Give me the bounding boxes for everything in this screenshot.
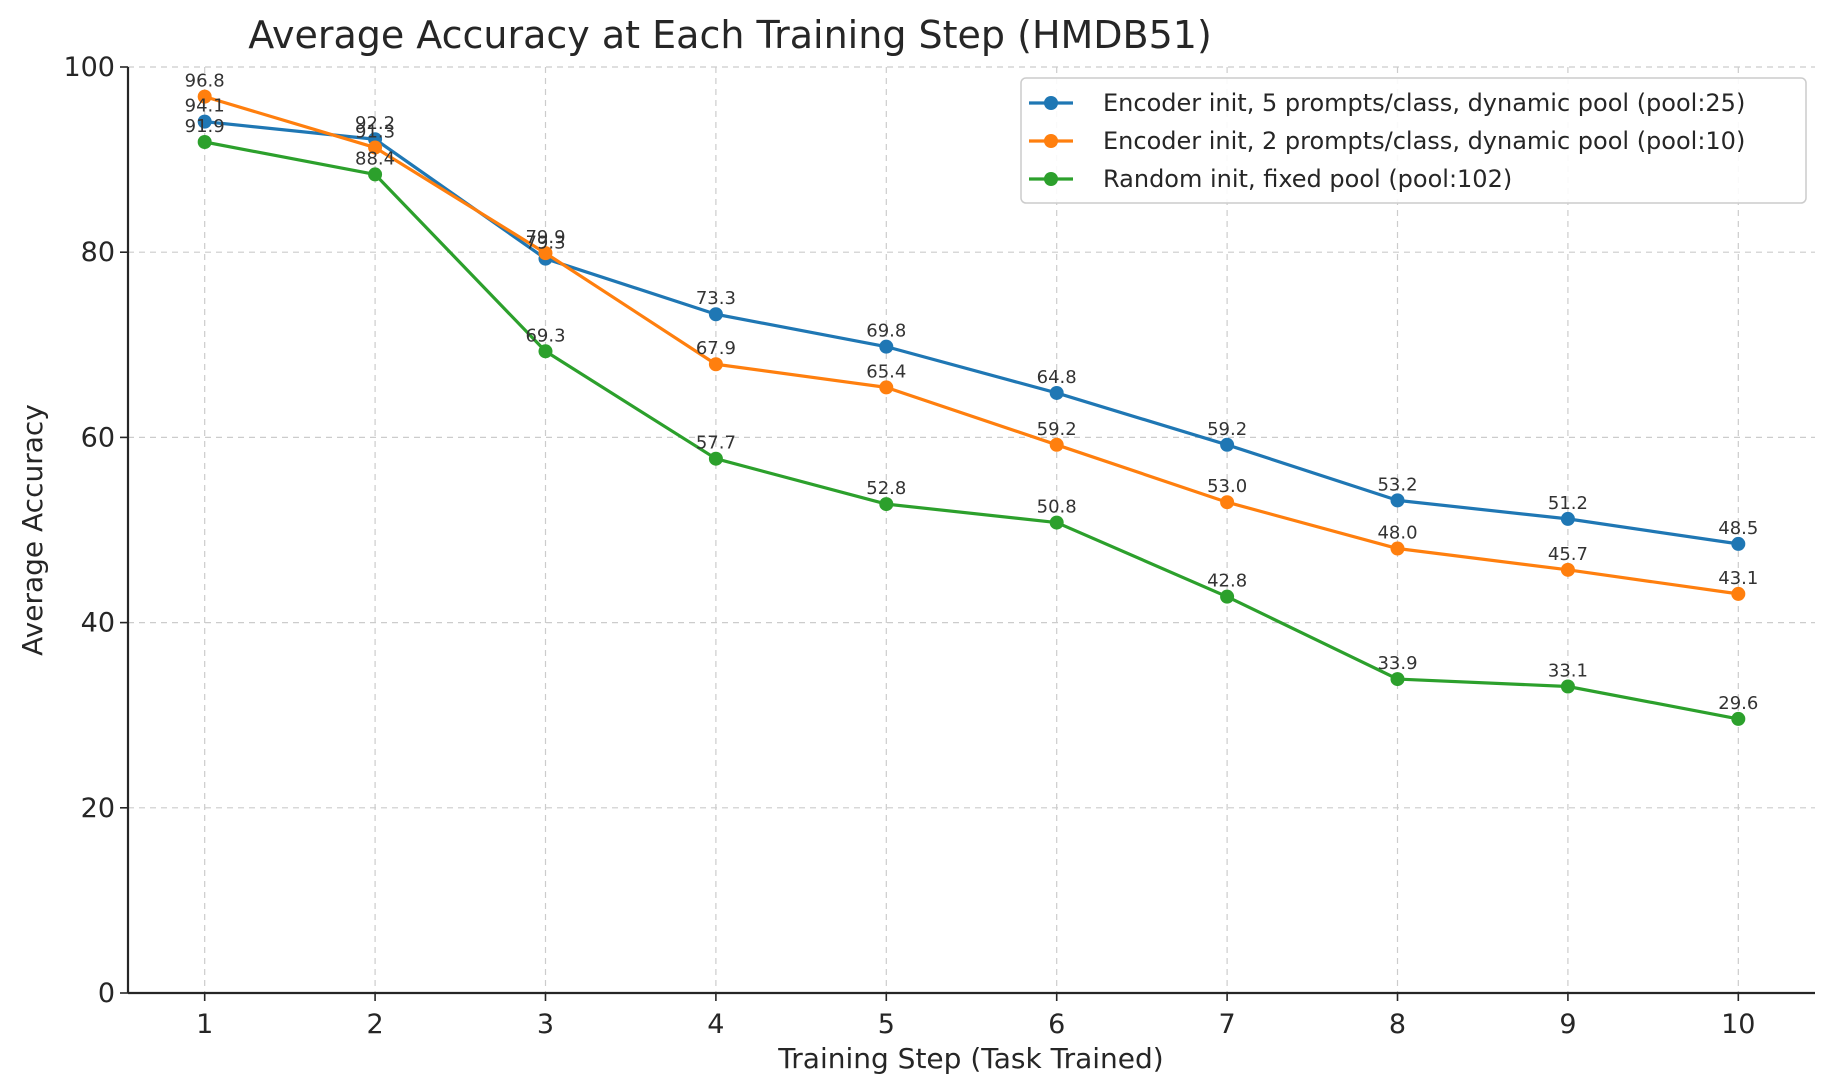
series-3-point — [1390, 672, 1405, 687]
series-2-point — [1390, 541, 1405, 556]
x-tick-label: 3 — [537, 1009, 554, 1040]
series-3-point — [1220, 589, 1235, 604]
x-axis-label: Training Step (Task Trained) — [777, 1042, 1163, 1075]
x-tick-label: 4 — [707, 1009, 724, 1040]
series-1-point — [1731, 536, 1746, 551]
series-2-point — [538, 246, 553, 261]
legend-marker — [1044, 172, 1058, 186]
legend-label: Random init, fixed pool (pool:102) — [1103, 165, 1512, 193]
data-label: 45.7 — [1548, 544, 1588, 565]
series-3-point — [1560, 679, 1575, 694]
data-label: 64.8 — [1037, 367, 1077, 388]
series-3-point — [708, 451, 723, 466]
series-1-point — [1049, 385, 1064, 400]
data-label: 67.9 — [696, 338, 736, 359]
data-label: 48.0 — [1377, 523, 1417, 544]
series-line-3 — [204, 140, 1739, 721]
data-label: 79.3 — [525, 233, 565, 254]
data-label: 69.8 — [866, 321, 906, 342]
data-label: 53.2 — [1377, 474, 1417, 495]
data-label: 53.0 — [1207, 476, 1247, 497]
series-3-point — [368, 167, 383, 182]
series-3-point — [1049, 515, 1064, 530]
y-tick-label: 20 — [81, 793, 115, 824]
legend-label: Encoder init, 2 prompts/class, dynamic p… — [1103, 127, 1745, 155]
data-label: 69.3 — [525, 325, 565, 346]
x-tick-label: 2 — [366, 1009, 383, 1040]
x-tick-label: 1 — [196, 1009, 213, 1040]
data-label: 91.9 — [185, 116, 225, 137]
data-label: 94.1 — [185, 96, 225, 117]
data-label: 43.1 — [1718, 568, 1758, 589]
data-label: 59.2 — [1037, 419, 1077, 440]
series-2-point — [1049, 437, 1064, 452]
series-2-point — [1731, 586, 1746, 601]
x-tick-label: 7 — [1219, 1009, 1236, 1040]
series-1-point — [1220, 437, 1235, 452]
legend-marker — [1044, 96, 1058, 110]
series-3-point — [538, 344, 553, 359]
y-axis-label: Average Accuracy — [16, 404, 49, 656]
series-3-point — [197, 135, 212, 150]
x-tick-label: 10 — [1721, 1009, 1755, 1040]
x-tick-label: 6 — [1048, 1009, 1065, 1040]
series-3-point — [879, 497, 894, 512]
data-label: 29.6 — [1718, 693, 1758, 714]
data-label: 91.3 — [355, 122, 395, 143]
data-label: 65.4 — [866, 361, 906, 382]
chart-title: Average Accuracy at Each Training Step (… — [248, 13, 1212, 57]
y-tick-label: 40 — [81, 608, 115, 639]
data-label: 33.1 — [1548, 660, 1588, 681]
series-2-point — [1560, 562, 1575, 577]
series-1-point — [1390, 493, 1405, 508]
data-labels: 94.1 92.2 79.3 73.3 69.8 64.8 59.2 53.2 51.2 48.5… — [185, 71, 1759, 714]
y-tick-label: 100 — [63, 52, 115, 83]
y-tick-label: 80 — [81, 237, 115, 268]
x-tick-label: 8 — [1389, 1009, 1406, 1040]
series-2-point — [197, 89, 212, 104]
data-label: 33.9 — [1377, 653, 1417, 674]
grid — [128, 66, 1815, 994]
data-label: 92.2 — [355, 113, 395, 134]
data-label: 79.9 — [525, 227, 565, 248]
series-1-point — [197, 114, 212, 129]
series-3-point — [1731, 711, 1746, 726]
data-label: 48.5 — [1718, 518, 1758, 539]
series-2-point — [1220, 495, 1235, 510]
legend-marker — [1044, 134, 1058, 148]
legend: Encoder init, 5 prompts/class, dynamic p… — [1020, 77, 1807, 204]
series-1-point — [1560, 511, 1575, 526]
series-1-point — [708, 307, 723, 322]
series-line-2 — [204, 95, 1739, 596]
data-label: 51.2 — [1548, 493, 1588, 514]
data-label: 88.4 — [355, 148, 395, 169]
data-label: 73.3 — [696, 288, 736, 309]
y-tick-label: 60 — [81, 422, 115, 453]
series-2-point — [879, 380, 894, 395]
legend-box — [1020, 77, 1807, 204]
data-label: 96.8 — [185, 71, 225, 92]
series-1-point — [879, 339, 894, 354]
series-group — [197, 89, 1746, 726]
x-tick-label: 5 — [878, 1009, 895, 1040]
data-label: 50.8 — [1037, 497, 1077, 518]
x-tick-label: 9 — [1559, 1009, 1576, 1040]
data-label: 57.7 — [696, 433, 736, 454]
y-tick-label: 0 — [98, 978, 115, 1009]
legend-label: Encoder init, 5 prompts/class, dynamic p… — [1103, 89, 1745, 117]
series-2-point — [708, 357, 723, 372]
data-label: 52.8 — [866, 478, 906, 499]
data-label: 59.2 — [1207, 419, 1247, 440]
data-label: 42.8 — [1207, 571, 1247, 592]
series-2-point — [368, 140, 383, 155]
